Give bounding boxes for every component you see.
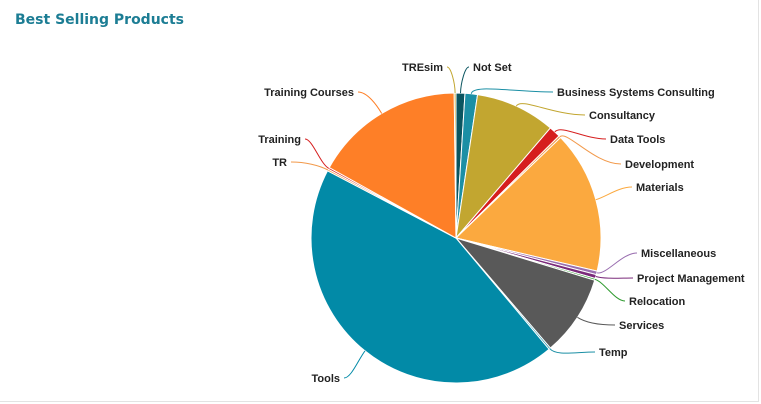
data-label-tr: TR bbox=[272, 157, 287, 169]
connector-materials bbox=[595, 186, 633, 201]
data-label-data-tools: Data Tools bbox=[610, 134, 665, 146]
pie-labels: Not Set Business Systems Consulting Consul… bbox=[258, 62, 745, 385]
data-label-business-systems-consulting: Business Systems Consulting bbox=[557, 87, 715, 99]
connector-data-tools bbox=[554, 129, 607, 140]
connector-tresim bbox=[446, 66, 456, 94]
connector-temp bbox=[549, 348, 596, 354]
connector-training bbox=[304, 138, 330, 169]
connector-training-courses bbox=[357, 91, 383, 114]
data-label-not-set: Not Set bbox=[473, 62, 512, 74]
connector-consultancy bbox=[515, 103, 586, 116]
data-label-project-management: Project Management bbox=[637, 273, 745, 285]
data-label-tools: Tools bbox=[311, 373, 340, 385]
pie-slice-services[interactable] bbox=[454, 237, 596, 349]
pie-slice-tresim[interactable] bbox=[453, 92, 457, 239]
data-label-relocation: Relocation bbox=[629, 296, 686, 308]
data-label-training: Training bbox=[258, 134, 301, 146]
data-label-training-courses: Training Courses bbox=[264, 87, 354, 99]
connector-business-systems-consulting bbox=[470, 88, 554, 95]
data-label-services: Services bbox=[619, 320, 664, 332]
connector-project-management bbox=[595, 276, 634, 279]
pie-slices bbox=[310, 92, 602, 384]
chart-title: Best Selling Products bbox=[15, 12, 184, 28]
data-label-temp: Temp bbox=[599, 347, 628, 359]
connector-relocation bbox=[594, 278, 626, 302]
data-label-materials: Materials bbox=[636, 182, 684, 194]
connector-tools bbox=[343, 350, 366, 379]
pie-slice-tools[interactable] bbox=[310, 170, 550, 384]
connector-tr bbox=[290, 161, 329, 171]
connector-services bbox=[577, 316, 616, 326]
data-label-tresim: TREsim bbox=[402, 62, 443, 74]
data-label-consultancy: Consultancy bbox=[589, 110, 656, 122]
data-label-miscellaneous: Miscellaneous bbox=[641, 248, 716, 260]
connector-development bbox=[559, 135, 622, 165]
pie-slice-consultancy[interactable] bbox=[455, 94, 552, 240]
connector-not-set bbox=[460, 66, 470, 94]
pie-slice-materials[interactable] bbox=[454, 136, 602, 272]
connector-miscellaneous bbox=[596, 252, 638, 274]
data-label-development: Development bbox=[625, 159, 694, 171]
